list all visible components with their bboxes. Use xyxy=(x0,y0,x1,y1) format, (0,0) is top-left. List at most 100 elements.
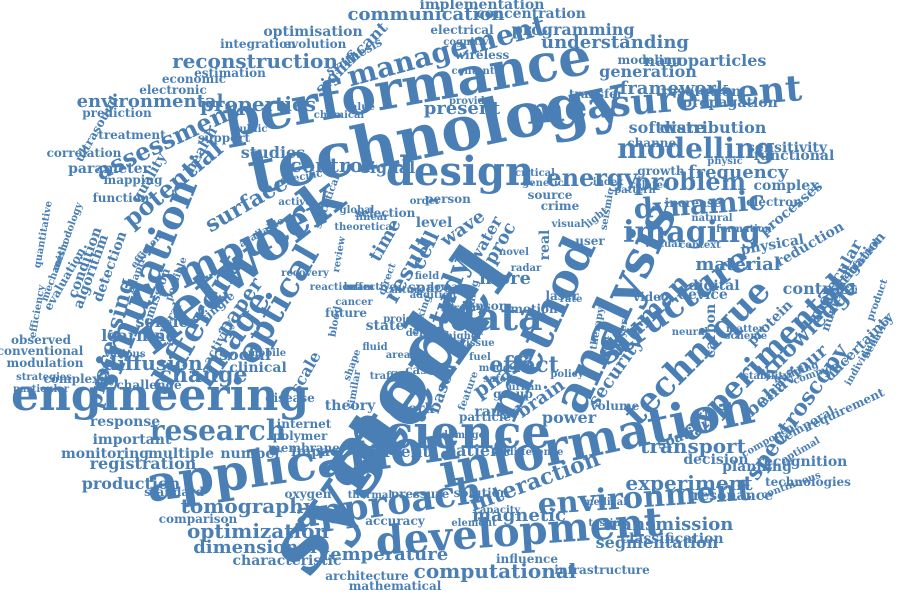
cloud-word-particular: particular xyxy=(13,384,70,395)
cloud-word-future: future xyxy=(325,306,367,320)
cloud-word-scheme: scheme xyxy=(725,331,767,342)
cloud-word-problem: problem xyxy=(634,167,746,196)
cloud-word-element: element xyxy=(451,518,497,529)
cloud-word-linear: linear xyxy=(356,212,390,223)
cloud-word-cancer: cancer xyxy=(335,297,373,308)
cloud-word-tomography: tomography xyxy=(181,494,317,518)
cloud-word-segmentation: segmentation xyxy=(596,533,719,552)
cloud-word-content: content xyxy=(452,66,495,77)
cloud-word-transport: transport xyxy=(640,434,746,458)
cloud-word-environmental: environmental xyxy=(77,91,224,112)
cloud-word-cost: cost xyxy=(597,334,612,359)
cloud-word-planning: planning xyxy=(722,459,792,475)
cloud-word-provide: provide xyxy=(449,96,491,107)
cloud-word-engineering: engineering xyxy=(11,370,309,421)
cloud-word-complex: complex xyxy=(753,178,819,194)
cloud-word-social: social xyxy=(219,345,271,364)
cloud-word-registration: registration xyxy=(90,454,197,473)
cloud-word-nanoparticles: nanoparticles xyxy=(644,51,767,70)
cloud-word-programming: programming xyxy=(511,20,634,39)
cloud-word-software: software xyxy=(629,118,706,137)
cloud-word-related: related xyxy=(630,180,670,191)
cloud-word-standard: standard xyxy=(144,485,204,499)
cloud-word-support: support xyxy=(198,131,251,145)
cloud-word-effective: effective xyxy=(348,282,396,293)
cloud-word-transfer: transfer xyxy=(569,87,624,101)
cloud-word-pressure: pressure xyxy=(391,487,450,501)
cloud-word-solution: solution xyxy=(454,486,509,500)
cloud-word-surgery: surgery xyxy=(441,303,485,314)
cloud-word-case: case xyxy=(405,363,435,377)
cloud-word-tissue: tissue xyxy=(461,338,494,349)
cloud-word-selection: selection xyxy=(355,206,416,220)
cloud-word-impact: impact xyxy=(291,444,346,460)
cloud-word-sensitivity: sensitivity xyxy=(747,140,828,156)
cloud-word-order: order xyxy=(410,196,441,207)
cloud-word-implementation: implementation xyxy=(420,0,545,13)
cloud-word-frequency: frequency xyxy=(688,162,789,183)
cloud-word-dimensional: dimensional xyxy=(193,537,317,558)
cloud-word-source: source xyxy=(528,188,573,202)
cloud-word-space: space xyxy=(408,280,452,296)
cloud-word-energy: energy xyxy=(546,163,638,192)
cloud-word-signal: signal xyxy=(361,158,415,177)
cloud-word-theory: theory xyxy=(325,398,376,414)
cloud-word-field: field xyxy=(415,271,439,282)
cloud-word-electron: electron xyxy=(746,195,802,209)
cloud-word-classification: classification xyxy=(620,531,723,547)
cloud-word-area: area xyxy=(386,350,411,361)
cloud-word-seismic: seismic xyxy=(598,188,616,231)
cloud-word-understanding: understanding xyxy=(541,32,689,53)
cloud-word-real: real xyxy=(537,230,553,261)
cloud-word-thermal: thermal xyxy=(348,490,393,501)
cloud-word-person: person xyxy=(425,192,471,206)
cloud-word-patient: patient xyxy=(445,441,510,460)
cloud-word-science: science xyxy=(359,405,550,459)
cloud-word-experiment: experiment xyxy=(625,471,753,495)
cloud-word-rate: rate xyxy=(560,294,583,305)
cloud-word-difference: difference xyxy=(507,447,564,458)
cloud-word-public: public xyxy=(233,124,268,135)
cloud-word-computational: computational xyxy=(414,559,577,583)
cloud-word-oxygen: oxygen xyxy=(285,487,332,501)
cloud-word-reconstruction: reconstruction xyxy=(172,49,338,73)
cloud-word-neural: neural xyxy=(672,327,709,338)
cloud-word-effect: effect xyxy=(489,352,559,378)
cloud-word-motion: motion xyxy=(510,302,558,316)
cloud-word-present: present xyxy=(424,98,501,119)
cloud-word-testing: testing xyxy=(588,518,627,529)
cloud-word-natural: natural xyxy=(691,213,732,224)
cloud-word-electrical: electrical xyxy=(430,23,494,37)
cloud-word-decision: decision xyxy=(683,452,748,468)
cloud-word-density: density xyxy=(406,328,448,339)
cloud-word-recovery: recovery xyxy=(281,268,330,279)
cloud-word-novel: novel xyxy=(499,247,529,258)
cloud-word-mobile: mobile xyxy=(248,348,286,359)
cloud-word-sensor: sensor xyxy=(461,299,506,313)
cloud-word-response: response xyxy=(90,414,160,430)
cloud-word-distribution: distribution xyxy=(660,118,767,137)
cloud-word-critical: critical xyxy=(515,168,555,179)
cloud-word-beam: beam xyxy=(344,282,375,293)
cloud-word-economic: economic xyxy=(162,72,226,86)
cloud-word-communication: communication xyxy=(348,4,505,25)
cloud-word-mode: mode xyxy=(479,363,510,374)
cloud-word-theoretical: theoretical xyxy=(334,222,396,233)
cloud-word-resolution: resolution xyxy=(661,84,741,100)
cloud-word-production: production xyxy=(82,474,181,493)
cloud-word-control: control xyxy=(290,153,371,177)
cloud-word-propagation: propagation xyxy=(682,95,778,111)
cloud-word-active: active xyxy=(278,197,311,208)
cloud-word-integration: integration xyxy=(220,37,296,51)
cloud-word-policy: policy xyxy=(550,369,584,380)
cloud-word-concentration: concentration xyxy=(476,6,586,22)
cloud-word-digital: digital xyxy=(688,278,739,294)
cloud-word-infrastructure: infrastructure xyxy=(554,563,650,577)
cloud-word-imaging: imaging xyxy=(623,215,761,250)
cloud-word-design: design xyxy=(386,148,534,195)
cloud-word-reaction: reaction xyxy=(310,282,357,293)
cloud-word-power: power xyxy=(542,408,597,427)
cloud-word-internet: internet xyxy=(277,417,332,431)
cloud-word-state: state xyxy=(366,318,405,334)
cloud-word-various: various xyxy=(104,349,146,360)
